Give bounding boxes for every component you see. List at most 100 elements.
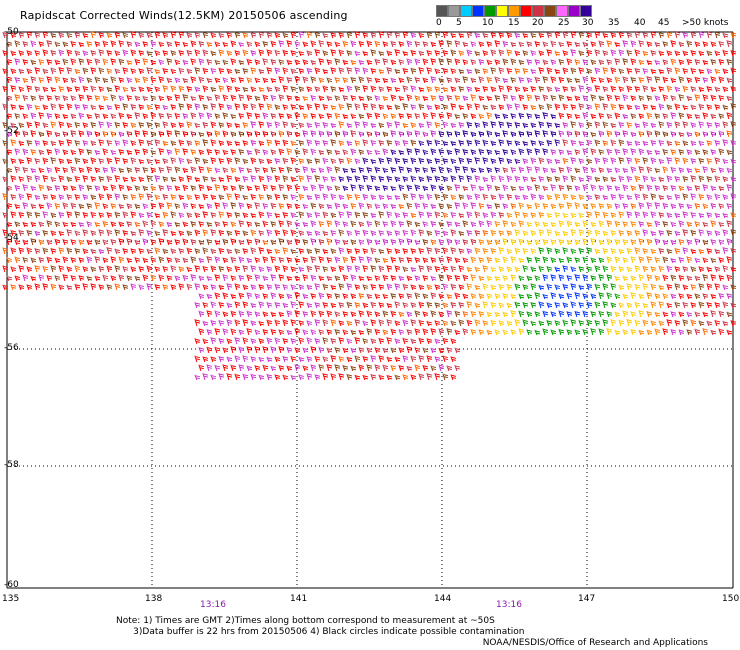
- wind-barb: [82, 194, 89, 201]
- lat-label-60: -60: [4, 580, 19, 590]
- wind-barb: [118, 40, 125, 48]
- wind-barb: [338, 283, 345, 291]
- wind-barb: [710, 310, 717, 318]
- wind-barb: [394, 140, 401, 147]
- wind-barb: [310, 167, 317, 174]
- wind-barb: [694, 257, 701, 264]
- wind-barb: [610, 49, 617, 57]
- wind-barb: [238, 346, 245, 354]
- wind-barb: [358, 76, 365, 84]
- wind-barb: [386, 175, 393, 183]
- wind-barb: [506, 230, 513, 237]
- wind-barb: [522, 284, 529, 291]
- wind-barb: [134, 41, 141, 48]
- wind-barb: [246, 203, 253, 210]
- wind-barb: [450, 247, 457, 255]
- wind-barb: [114, 121, 121, 129]
- wind-barb: [322, 283, 329, 291]
- wind-barb: [146, 86, 153, 93]
- wind-barb: [454, 274, 461, 282]
- wind-barb: [226, 282, 233, 291]
- wind-barb: [66, 86, 73, 93]
- wind-barb: [134, 257, 141, 264]
- wind-barb: [86, 130, 93, 138]
- wind-barb: [102, 274, 109, 282]
- wind-barb: [646, 184, 653, 192]
- wind-barb: [426, 193, 433, 201]
- wind-barb: [162, 84, 169, 93]
- wind-barb: [330, 48, 337, 57]
- wind-barb: [582, 256, 589, 264]
- wind-barb: [502, 329, 509, 336]
- wind-barb: [290, 194, 297, 201]
- wind-barb: [138, 49, 145, 57]
- wind-barb: [182, 167, 189, 174]
- wind-barb: [542, 41, 549, 48]
- wind-barb: [450, 338, 457, 345]
- wind-barb: [330, 212, 337, 219]
- wind-barb: [190, 220, 197, 228]
- wind-barb: [470, 238, 477, 246]
- wind-barb: [346, 157, 353, 165]
- wind-barb: [550, 59, 557, 66]
- wind-barb: [282, 175, 289, 183]
- wind-barb: [350, 220, 357, 228]
- wind-barb: [402, 211, 409, 219]
- wind-barb: [166, 257, 173, 264]
- wind-barb: [242, 140, 249, 147]
- map-title: Rapidscat Corrected Winds(12.5KM) 201505…: [20, 9, 348, 22]
- wind-barb: [234, 265, 241, 273]
- wind-barb: [514, 247, 521, 255]
- wind-barb: [130, 49, 137, 57]
- wind-barb: [294, 364, 301, 372]
- wind-barb: [394, 356, 401, 363]
- wind-barb: [350, 129, 357, 138]
- wind-barb: [474, 32, 481, 39]
- wind-barb: [270, 273, 277, 282]
- wind-barb: [402, 139, 409, 147]
- wind-barb: [26, 284, 33, 291]
- wind-barb: [618, 229, 625, 237]
- wind-barb: [154, 86, 161, 93]
- wind-barb: [530, 230, 537, 237]
- wind-barb: [90, 248, 97, 255]
- wind-barb: [470, 256, 477, 264]
- wind-barb: [158, 256, 165, 264]
- wind-barb: [574, 221, 581, 228]
- wind-barb: [474, 50, 481, 57]
- wind-barb: [258, 68, 265, 75]
- wind-barb: [490, 266, 497, 273]
- wind-barb: [498, 139, 505, 147]
- wind-barb: [30, 185, 37, 192]
- wind-barb: [170, 140, 177, 147]
- wind-barb: [358, 347, 365, 354]
- wind-barb: [634, 283, 641, 291]
- wind-barb: [138, 104, 145, 111]
- wind-barb: [262, 184, 269, 192]
- wind-barb: [590, 293, 597, 300]
- wind-barb: [198, 346, 205, 354]
- wind-barb: [426, 67, 433, 75]
- wind-barb: [598, 40, 605, 48]
- wind-barb: [458, 68, 465, 75]
- wind-barb: [178, 283, 185, 291]
- wind-barb: [310, 76, 317, 84]
- wind-barb: [374, 130, 381, 138]
- wind-barb: [394, 48, 401, 57]
- wind-barb: [346, 175, 353, 183]
- wind-barb: [626, 175, 633, 183]
- wind-barb: [546, 158, 553, 165]
- wind-barb: [398, 41, 405, 48]
- wind-barb: [558, 310, 565, 318]
- wind-barb: [594, 176, 601, 183]
- wind-barb: [618, 31, 625, 39]
- wind-barb: [602, 66, 609, 75]
- wind-barb: [554, 248, 561, 255]
- wind-barb: [430, 327, 437, 336]
- wind-barb: [262, 346, 269, 354]
- wind-barb: [350, 76, 357, 84]
- wind-barb: [246, 346, 253, 354]
- wind-barb: [242, 67, 249, 75]
- wind-barb: [510, 166, 517, 174]
- wind-barb: [182, 257, 189, 264]
